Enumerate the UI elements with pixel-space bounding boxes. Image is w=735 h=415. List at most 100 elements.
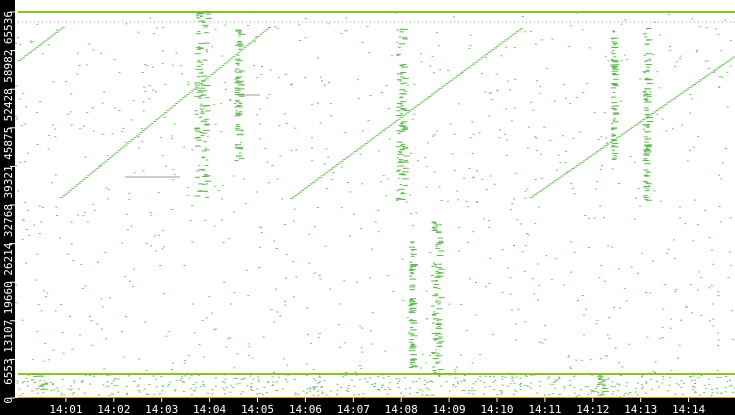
noise-point — [367, 52, 370, 53]
noise-point — [39, 221, 42, 223]
scan-point — [97, 166, 101, 168]
burst-point — [432, 338, 439, 340]
scan-point — [580, 161, 584, 163]
noise-point — [619, 307, 622, 309]
noise-point — [605, 142, 608, 144]
burst-point — [205, 110, 211, 112]
noise-point — [438, 45, 440, 47]
noise-point — [67, 388, 70, 390]
noise-point — [429, 252, 432, 254]
noise-point — [611, 386, 613, 387]
burst-point — [432, 226, 438, 228]
noise-point — [452, 384, 455, 385]
scan-point — [600, 148, 604, 150]
noise-point — [563, 386, 565, 388]
noise-point — [195, 382, 198, 383]
burst-point — [201, 75, 208, 77]
noise-point — [24, 202, 27, 203]
noise-point — [145, 370, 148, 371]
noise-point — [91, 107, 94, 109]
noise-point — [469, 278, 472, 280]
noise-point — [136, 386, 139, 387]
noise-point — [164, 116, 167, 118]
noise-point — [475, 282, 477, 283]
noise-point — [690, 98, 693, 100]
noise-point — [421, 394, 424, 396]
noise-point — [27, 209, 30, 211]
noise-point — [421, 390, 424, 392]
noise-point — [305, 374, 308, 376]
noise-point — [169, 381, 172, 383]
noise-point — [315, 386, 318, 388]
noise-point — [619, 375, 622, 376]
burst-point — [646, 117, 653, 119]
noise-point — [572, 188, 574, 189]
noise-point — [106, 155, 109, 157]
burst-point — [436, 255, 443, 256]
burst-point — [408, 332, 411, 334]
noise-point — [54, 174, 57, 176]
noise-point — [256, 114, 259, 116]
burst-point — [411, 358, 417, 360]
scan-point — [208, 75, 212, 77]
scan-point — [29, 51, 32, 53]
noise-point — [242, 178, 245, 180]
burst-point — [238, 129, 244, 131]
noise-point — [620, 60, 623, 62]
noise-point — [126, 229, 129, 231]
noise-point — [133, 268, 135, 270]
burst-point — [402, 37, 408, 39]
noise-point — [624, 393, 627, 394]
noise-point — [719, 221, 722, 223]
noise-point — [491, 99, 494, 101]
noise-point — [80, 380, 83, 382]
burst-point — [400, 83, 404, 85]
burst-point — [598, 383, 606, 385]
scan-point — [60, 197, 64, 198]
noise-point — [495, 73, 498, 75]
burst-point — [643, 99, 647, 101]
scan-point — [401, 115, 405, 117]
burst-point — [610, 87, 617, 89]
burst-point — [197, 87, 200, 89]
noise-point — [193, 332, 196, 334]
noise-point — [699, 394, 701, 396]
noise-point — [644, 392, 647, 394]
noise-point — [152, 66, 154, 68]
scan-point — [250, 41, 254, 43]
noise-point — [229, 99, 232, 101]
burst-point — [438, 272, 445, 274]
noise-point — [247, 295, 250, 297]
noise-point — [384, 350, 387, 352]
noise-point — [261, 66, 263, 67]
noise-point — [596, 181, 599, 182]
burst-point — [205, 13, 211, 15]
noise-point — [51, 182, 54, 184]
noise-point — [260, 74, 263, 75]
scan-point — [458, 73, 462, 75]
noise-point — [318, 382, 321, 383]
noise-point — [654, 361, 657, 363]
scan-point — [84, 177, 88, 179]
burst-point — [201, 120, 208, 122]
burst-point — [612, 66, 618, 68]
burst-point — [399, 165, 404, 167]
noise-point — [589, 389, 592, 391]
noise-point — [704, 210, 707, 211]
noise-point — [484, 91, 487, 93]
noise-point — [323, 163, 326, 165]
noise-point — [356, 281, 359, 283]
burst-point — [199, 87, 206, 89]
scan-point — [609, 142, 613, 143]
scan-point — [699, 79, 703, 81]
scan-point — [228, 59, 232, 61]
noise-point — [44, 342, 47, 344]
noise-point — [269, 69, 272, 71]
noise-point — [456, 190, 459, 192]
noise-point — [576, 12, 579, 14]
noise-point — [724, 391, 727, 393]
noise-point — [469, 45, 472, 46]
noise-point — [152, 375, 155, 377]
noise-point — [345, 17, 348, 19]
noise-point — [312, 369, 315, 370]
